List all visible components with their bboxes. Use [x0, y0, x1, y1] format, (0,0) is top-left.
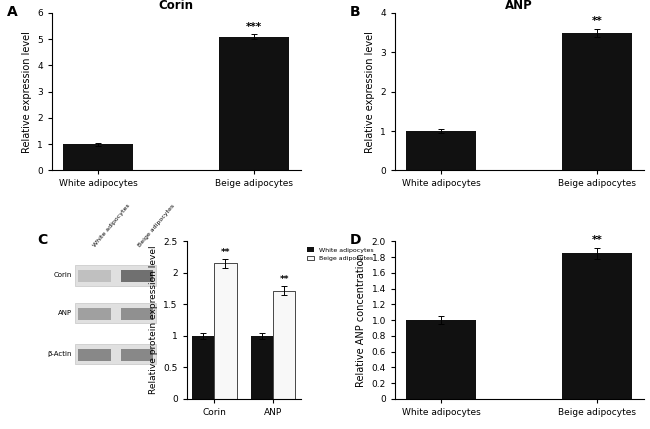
Bar [192, 336, 215, 399]
Text: B: B [350, 5, 361, 19]
Bar [78, 349, 111, 361]
Bar [562, 253, 632, 399]
Text: D: D [350, 233, 362, 248]
Text: β-Actin: β-Actin [47, 351, 72, 357]
Y-axis label: Relative expression level: Relative expression level [21, 31, 32, 153]
Text: C: C [37, 233, 47, 248]
Text: ***: *** [246, 22, 262, 32]
Text: Beige adipocytes: Beige adipocytes [137, 203, 176, 248]
Bar [406, 320, 476, 399]
Bar [75, 265, 156, 286]
Bar [78, 270, 111, 282]
Bar [219, 36, 289, 170]
Title: Corin: Corin [159, 0, 194, 12]
Bar [251, 336, 273, 399]
Bar [406, 131, 476, 170]
Bar [63, 144, 133, 170]
Text: **: ** [592, 236, 603, 245]
Text: **: ** [220, 248, 230, 257]
Text: **: ** [280, 275, 289, 284]
Title: ANP: ANP [505, 0, 533, 12]
Text: Corin: Corin [54, 272, 72, 278]
Text: White adipocytes: White adipocytes [92, 202, 131, 248]
Bar [121, 308, 153, 320]
Text: A: A [7, 5, 18, 19]
Bar [121, 349, 153, 361]
Y-axis label: Relative expression level: Relative expression level [365, 31, 374, 153]
Bar [75, 303, 156, 323]
Y-axis label: Relative ANP concentration: Relative ANP concentration [356, 254, 366, 387]
Text: ANP: ANP [58, 310, 72, 316]
Legend: White adipocytes, Beige adipocytes: White adipocytes, Beige adipocytes [305, 245, 376, 264]
Bar [214, 263, 237, 399]
Bar [273, 290, 295, 399]
Bar [78, 308, 111, 320]
Bar [562, 33, 632, 170]
Text: **: ** [592, 16, 603, 26]
Y-axis label: Relative protein expression level: Relative protein expression level [149, 246, 158, 395]
Bar [75, 344, 156, 364]
Bar [121, 270, 153, 282]
